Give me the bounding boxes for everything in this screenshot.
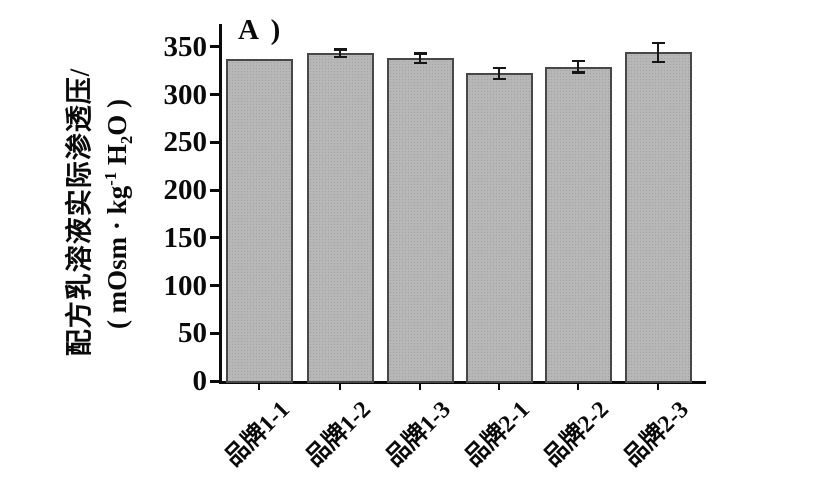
bar-品牌1-1	[225, 59, 293, 383]
error-bar-cap-top	[492, 66, 506, 69]
x-axis-line	[219, 381, 706, 384]
y-axis-tick	[210, 93, 219, 96]
y-axis-tick-label: 350	[163, 30, 208, 63]
error-bar-line	[338, 49, 342, 58]
error-bar-line	[497, 67, 501, 80]
y-axis-label-units: ( mOsm · kg-1 H2O )	[101, 99, 137, 329]
bar-品牌1-3	[386, 58, 454, 383]
panel-label: A )	[238, 14, 284, 46]
unit-text-post: O )	[101, 98, 132, 136]
y-axis-tick	[210, 188, 219, 192]
x-axis-tick	[257, 384, 261, 390]
y-axis-tick	[210, 140, 219, 144]
x-axis-category-label: 品牌1-2	[301, 396, 377, 472]
bar-品牌2-2	[544, 66, 612, 383]
error-bar-cap-bottom	[413, 61, 427, 65]
unit-text-mid: H	[101, 144, 132, 172]
error-bar-cap-bottom	[651, 60, 665, 64]
error-bar-line	[656, 42, 660, 63]
x-axis-category-label: 品牌2-1	[460, 396, 536, 472]
y-axis-tick	[210, 284, 219, 287]
x-axis-category-label: 品牌2-2	[539, 396, 615, 472]
error-bar-cap-top	[651, 41, 665, 45]
x-axis-category-label: 品牌1-1	[220, 396, 296, 472]
x-axis-category-label: 品牌1-3	[381, 396, 457, 472]
error-bar-cap-bottom	[571, 71, 585, 74]
unit-subscript: 2	[117, 135, 137, 145]
y-axis-tick	[210, 236, 219, 240]
y-axis-tick-label: 300	[163, 78, 208, 111]
y-axis-tick-label: 100	[163, 269, 208, 302]
y-axis-tick	[210, 379, 219, 383]
x-axis-tick	[418, 384, 422, 390]
error-bar-cap-top	[333, 48, 347, 51]
y-axis-tick-label: 250	[163, 126, 208, 159]
y-axis-tick	[210, 45, 219, 49]
bar-品牌2-3	[624, 52, 692, 383]
y-axis-tick-label: 150	[163, 221, 208, 254]
y-axis-tick-label: 200	[163, 174, 208, 206]
error-bar-cap-top	[571, 59, 585, 63]
error-bar-line	[418, 53, 422, 63]
y-axis-tick-label: 0	[192, 365, 208, 397]
unit-superscript: -1	[100, 171, 120, 186]
x-axis-tick	[656, 384, 660, 390]
bar-品牌1-2	[306, 53, 374, 383]
x-axis-category-label: 品牌2-3	[619, 396, 695, 472]
x-axis-tick	[338, 384, 342, 390]
y-axis-tick-label: 50	[178, 317, 207, 350]
error-bar-line	[576, 61, 580, 73]
error-bar-cap-bottom	[333, 56, 347, 59]
unit-text-pre: ( mOsm · kg	[101, 185, 132, 330]
y-axis-tick	[210, 331, 219, 335]
bar-品牌2-1	[465, 73, 533, 383]
x-axis-tick	[497, 384, 501, 390]
error-bar-cap-bottom	[492, 78, 506, 81]
y-axis-label-text: 配方乳溶液实际渗透压/	[64, 67, 95, 357]
error-bar-cap-top	[413, 52, 427, 55]
y-axis-line	[219, 24, 222, 384]
x-axis-tick	[576, 384, 580, 390]
